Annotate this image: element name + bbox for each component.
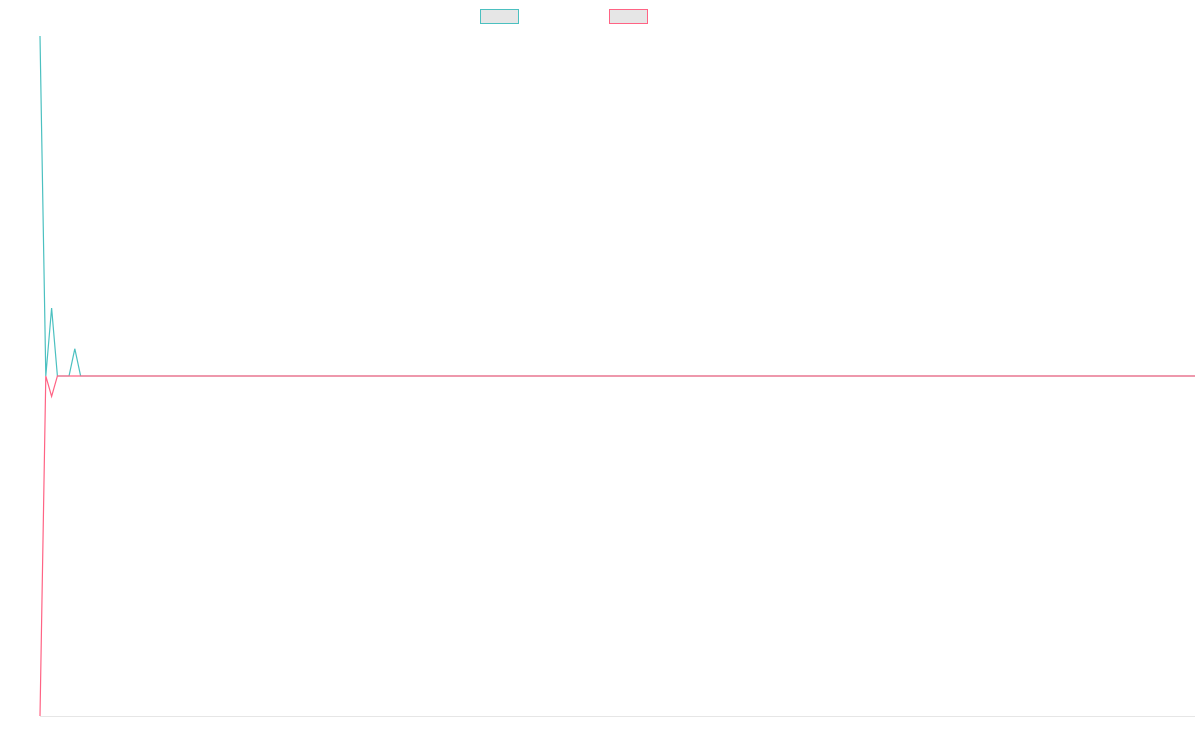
legend-item-series-1[interactable]: [480, 9, 525, 24]
legend-swatch-series-2: [609, 9, 648, 24]
chart-legend: [480, 9, 654, 24]
series-line-1: [39, 35, 1195, 377]
legend-swatch-series-1: [480, 9, 519, 24]
series-line-2: [39, 375, 1195, 717]
series-lines: [39, 35, 1195, 717]
legend-item-series-2[interactable]: [609, 9, 654, 24]
